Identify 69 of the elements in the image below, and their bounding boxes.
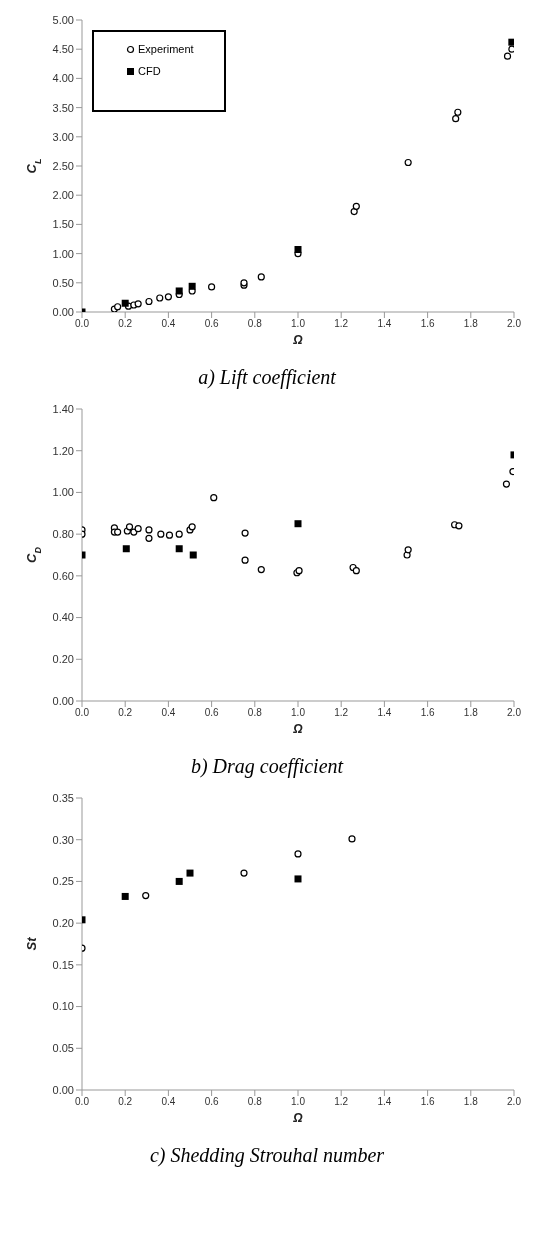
text: b) Drag coefficient (189, 755, 345, 778)
x-tick-label: 0.4 (161, 707, 176, 719)
x-tick-label: 1.6 (420, 707, 435, 719)
x-tick-label: 2.0 (507, 318, 522, 330)
y-tick-label: 1.20 (52, 444, 74, 457)
y-tick-label: 0.00 (52, 305, 74, 318)
x-tick-label: 0.8 (247, 318, 263, 330)
x-tick-label: 2.0 (507, 1096, 522, 1108)
y-tick-label: 4.50 (52, 43, 74, 56)
y-axis-title: St (24, 936, 39, 951)
x-tick-label: 0.8 (247, 1096, 263, 1108)
x-tick-label: 0.4 (161, 318, 176, 330)
y-tick-label: 0.35 (52, 791, 74, 804)
y-tick-label: 0.60 (52, 569, 74, 582)
y-tick-label: 1.40 (52, 402, 74, 415)
text: a) Lift coefficient (197, 366, 337, 389)
y-tick-label: 0.10 (52, 1000, 74, 1013)
legend-label: CFD (138, 65, 161, 77)
x-tick-label: 0.4 (161, 1096, 176, 1108)
x-tick-label: 1.0 (291, 1096, 306, 1108)
y-tick-label: 3.50 (52, 101, 74, 114)
x-tick-label: 1.4 (377, 707, 392, 719)
x-tick-label: 1.6 (420, 1096, 435, 1108)
y-tick-label: 0.20 (52, 653, 74, 666)
y-tick-label: 0.20 (52, 917, 74, 930)
y-tick-label: 3.00 (52, 130, 74, 143)
x-axis-title: Ω (292, 722, 304, 736)
y-tick-label: 1.50 (52, 218, 74, 231)
x-tick-label: 1.0 (291, 318, 306, 330)
x-tick-label: 0.0 (75, 1096, 90, 1108)
x-tick-label: 1.8 (463, 1096, 479, 1108)
y-tick-label: 2.00 (52, 189, 74, 202)
y-tick-label: 1.00 (52, 247, 74, 260)
x-axis-title: Ω (292, 1111, 304, 1125)
x-tick-label: 2.0 (507, 707, 522, 719)
legend-label: Experiment (138, 43, 194, 55)
x-tick-label: 0.0 (75, 318, 90, 330)
y-tick-label: 0.50 (52, 276, 74, 289)
x-tick-label: 1.2 (334, 707, 349, 719)
y-tick-label: 1.00 (52, 486, 74, 499)
y-tick-label: 0.80 (52, 528, 74, 541)
y-tick-label: 5.00 (52, 13, 74, 26)
x-tick-label: 0.6 (204, 1096, 219, 1108)
x-tick-label: 1.8 (463, 318, 479, 330)
y-tick-label: 2.50 (52, 159, 74, 172)
x-tick-label: 1.6 (420, 318, 435, 330)
x-tick-label: 0.2 (118, 318, 133, 330)
x-tick-label: 1.2 (334, 318, 349, 330)
y-tick-label: 0.05 (52, 1042, 74, 1055)
x-tick-label: 0.2 (118, 707, 133, 719)
x-tick-label: 1.2 (334, 1096, 349, 1108)
x-tick-label: 0.0 (75, 707, 90, 719)
x-tick-label: 0.2 (118, 1096, 133, 1108)
x-tick-label: 0.6 (204, 707, 219, 719)
x-tick-label: 0.6 (204, 318, 219, 330)
x-axis-title: Ω (292, 333, 304, 347)
y-tick-label: 4.00 (52, 72, 74, 85)
y-tick-label: 0.00 (52, 1083, 74, 1096)
y-tick-label: 0.40 (52, 611, 74, 624)
x-tick-label: 1.4 (377, 318, 392, 330)
y-tick-label: 0.00 (52, 694, 74, 707)
x-tick-label: 1.8 (463, 707, 479, 719)
y-tick-label: 0.30 (52, 833, 74, 846)
y-tick-label: 0.15 (52, 958, 74, 971)
x-tick-label: 1.4 (377, 1096, 392, 1108)
text: c) Shedding Strouhal number (148, 1144, 386, 1167)
x-tick-label: 1.0 (291, 707, 306, 719)
x-tick-label: 0.8 (247, 707, 263, 719)
y-tick-label: 0.25 (52, 875, 74, 888)
